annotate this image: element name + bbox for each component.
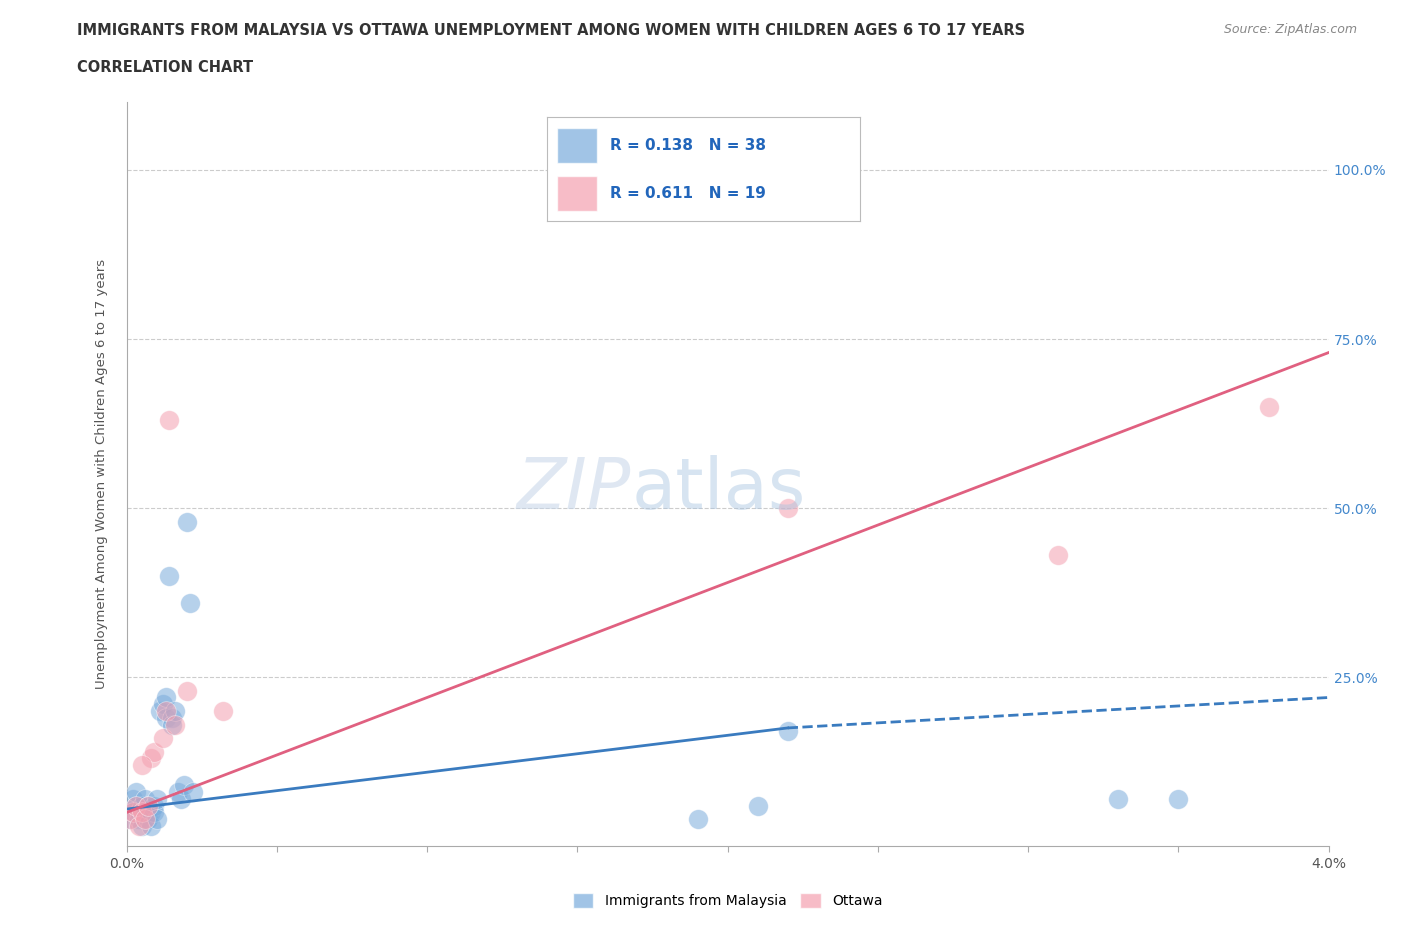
Point bbox=[145, 812, 167, 827]
Point bbox=[124, 785, 146, 800]
Point bbox=[128, 805, 150, 820]
Point bbox=[128, 812, 150, 827]
Point bbox=[134, 791, 156, 806]
Point bbox=[1047, 548, 1070, 563]
Point bbox=[149, 704, 172, 719]
Point bbox=[142, 798, 165, 813]
Point bbox=[118, 812, 141, 827]
Legend: Immigrants from Malaysia, Ottawa: Immigrants from Malaysia, Ottawa bbox=[567, 888, 889, 914]
Y-axis label: Unemployment Among Women with Children Ages 6 to 17 years: Unemployment Among Women with Children A… bbox=[96, 259, 108, 689]
Point bbox=[179, 595, 201, 610]
Point bbox=[176, 514, 198, 529]
Text: R = 0.611   N = 19: R = 0.611 N = 19 bbox=[610, 186, 766, 201]
Point bbox=[139, 805, 162, 820]
Point bbox=[157, 568, 180, 583]
Point bbox=[160, 711, 183, 725]
Text: R = 0.138   N = 38: R = 0.138 N = 38 bbox=[610, 138, 766, 153]
Bar bbox=[557, 176, 598, 211]
Point bbox=[134, 805, 156, 820]
Point bbox=[139, 818, 162, 833]
Point bbox=[128, 818, 150, 833]
Text: IMMIGRANTS FROM MALAYSIA VS OTTAWA UNEMPLOYMENT AMONG WOMEN WITH CHILDREN AGES 6: IMMIGRANTS FROM MALAYSIA VS OTTAWA UNEMP… bbox=[77, 23, 1025, 38]
Point bbox=[131, 798, 153, 813]
Point bbox=[152, 697, 174, 711]
Point bbox=[181, 785, 204, 800]
Point bbox=[157, 413, 180, 428]
Point bbox=[1107, 791, 1129, 806]
Point bbox=[776, 724, 799, 738]
Point bbox=[131, 805, 153, 820]
Point bbox=[163, 717, 186, 732]
Point bbox=[142, 744, 165, 759]
Bar bbox=[557, 127, 598, 163]
Point bbox=[173, 778, 195, 793]
Point bbox=[155, 690, 177, 705]
Point bbox=[176, 684, 198, 698]
Point bbox=[118, 812, 141, 827]
Point bbox=[155, 711, 177, 725]
Point bbox=[163, 704, 186, 719]
Point bbox=[145, 791, 167, 806]
Text: ZIP: ZIP bbox=[517, 455, 631, 524]
Text: CORRELATION CHART: CORRELATION CHART bbox=[77, 60, 253, 75]
Point bbox=[121, 805, 143, 820]
Text: atlas: atlas bbox=[631, 455, 806, 524]
Point bbox=[1257, 399, 1279, 414]
Point bbox=[124, 798, 146, 813]
Text: Source: ZipAtlas.com: Source: ZipAtlas.com bbox=[1223, 23, 1357, 36]
Point bbox=[1167, 791, 1189, 806]
Point bbox=[121, 791, 143, 806]
Point bbox=[142, 805, 165, 820]
Point bbox=[131, 818, 153, 833]
Point bbox=[776, 500, 799, 515]
Point bbox=[152, 731, 174, 746]
Point bbox=[169, 791, 191, 806]
Point bbox=[686, 812, 709, 827]
Point bbox=[166, 785, 188, 800]
Point bbox=[131, 758, 153, 773]
Point bbox=[139, 751, 162, 765]
Point bbox=[160, 717, 183, 732]
Point bbox=[136, 798, 159, 813]
Point bbox=[124, 798, 146, 813]
Point bbox=[747, 798, 769, 813]
Point bbox=[136, 812, 159, 827]
Point bbox=[121, 805, 143, 820]
Point bbox=[136, 798, 159, 813]
Point bbox=[211, 704, 233, 719]
Point bbox=[155, 704, 177, 719]
Point bbox=[134, 812, 156, 827]
